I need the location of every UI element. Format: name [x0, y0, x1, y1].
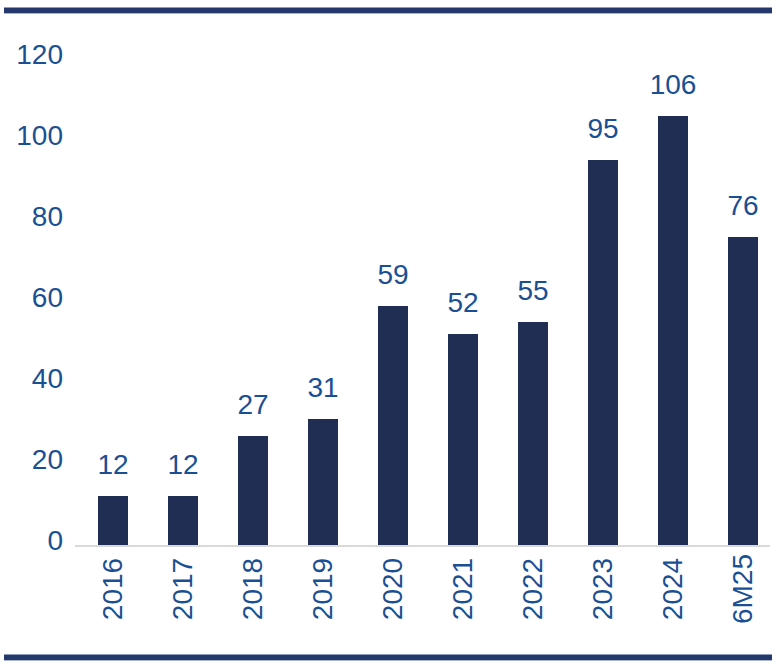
bar	[238, 436, 268, 545]
bar-value-label: 59	[353, 260, 433, 290]
x-tick-cell: 6M25	[708, 551, 776, 627]
bar	[518, 322, 548, 545]
bar-value-label: 52	[423, 288, 503, 318]
y-tick-label: 60	[0, 283, 63, 313]
bar-value-label: 31	[283, 373, 363, 403]
bar-value-label: 12	[73, 450, 153, 480]
bar	[588, 160, 618, 545]
bar-value-label: 76	[703, 191, 776, 221]
x-tick-label: 2021	[448, 558, 478, 620]
x-tick-cell: 2022	[498, 551, 568, 627]
x-tick-label: 2020	[378, 558, 408, 620]
x-tick-label: 2024	[658, 558, 688, 620]
x-tick-label: 2017	[168, 558, 198, 620]
y-tick-label: 20	[0, 445, 63, 475]
bar	[658, 116, 688, 545]
bar	[308, 419, 338, 545]
bottom-rule	[4, 654, 772, 661]
y-axis: 0 20 40 60 80 100 120	[0, 0, 63, 669]
top-rule	[4, 7, 772, 14]
bar-value-label: 55	[493, 276, 573, 306]
x-tick-label: 6M25	[728, 554, 758, 624]
x-axis-line	[75, 545, 770, 547]
bar	[728, 237, 758, 545]
bar-value-label: 27	[213, 390, 293, 420]
bar-value-label: 95	[563, 114, 643, 144]
bar-value-label: 12	[143, 450, 223, 480]
x-tick-cell: 2021	[428, 551, 498, 627]
x-tick-cell: 2023	[568, 551, 638, 627]
x-tick-label: 2023	[588, 558, 618, 620]
x-tick-cell: 2020	[358, 551, 428, 627]
x-tick-label: 2022	[518, 558, 548, 620]
chart-frame: 0 20 40 60 80 100 120 1212 2731 595255 95 106 76 20…	[0, 0, 776, 669]
y-tick-label: 80	[0, 202, 63, 232]
x-tick-cell: 2018	[218, 551, 288, 627]
x-tick-label: 2018	[238, 558, 268, 620]
plot-area: 121227315952559510676	[75, 59, 770, 545]
y-tick-label: 0	[0, 526, 63, 556]
x-axis: 2016 2017 2018 2019 2020 2021 2022 2023 2024 6M25	[75, 551, 770, 627]
bar	[448, 334, 478, 545]
y-tick-label: 100	[0, 121, 63, 151]
x-tick-label: 2016	[98, 558, 128, 620]
bar	[378, 306, 408, 545]
y-tick-label: 120	[0, 40, 63, 70]
x-tick-label: 2019	[308, 558, 338, 620]
y-tick-label: 40	[0, 364, 63, 394]
bar	[168, 496, 198, 545]
x-tick-cell: 2024	[638, 551, 708, 627]
x-tick-cell: 2017	[148, 551, 218, 627]
x-tick-cell: 2019	[288, 551, 358, 627]
x-tick-cell: 2016	[78, 551, 148, 627]
bar-value-label: 106	[633, 70, 713, 100]
bar	[98, 496, 128, 545]
